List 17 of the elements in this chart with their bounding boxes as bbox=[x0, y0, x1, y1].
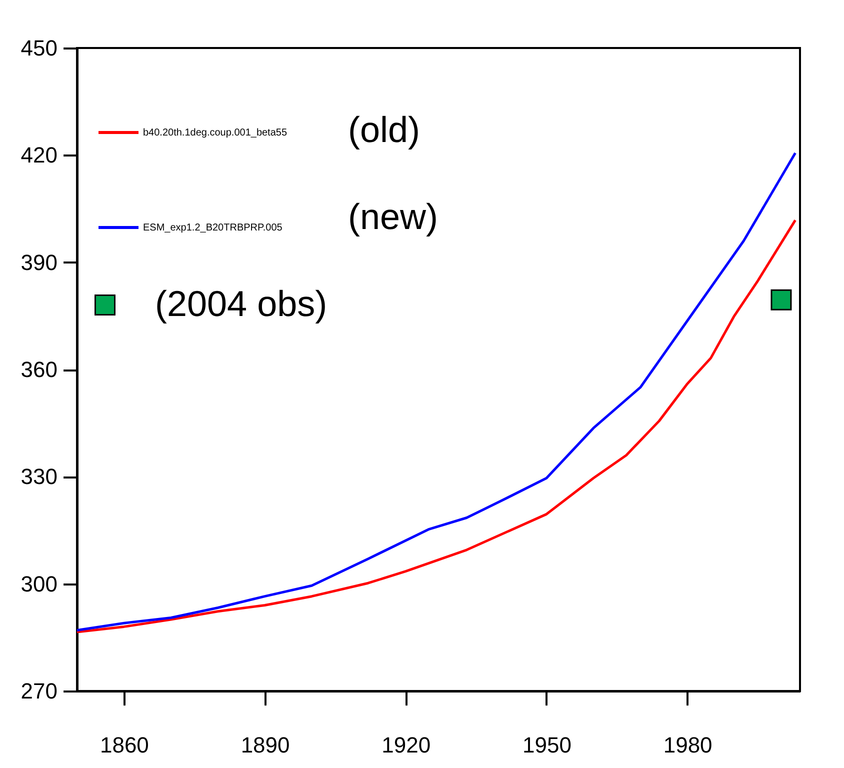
y-tick-label: 450 bbox=[20, 36, 58, 60]
x-tick-label: 1980 bbox=[663, 732, 712, 758]
legend-label: ESM_exp1.2_B20TRBPRP.005 bbox=[143, 222, 283, 234]
x-tick-label: 1890 bbox=[240, 732, 290, 758]
y-tick-label: 300 bbox=[20, 571, 58, 596]
legend-label: b40.20th.1deg.coup.001_beta55 bbox=[143, 128, 288, 138]
annotation: (old) bbox=[348, 109, 420, 150]
y-tick-label: 420 bbox=[20, 142, 58, 168]
y-tick-label: 330 bbox=[20, 464, 58, 490]
y-tick-label: 390 bbox=[20, 250, 58, 275]
x-tick-label: 1950 bbox=[522, 732, 572, 758]
x-tick-label: 1920 bbox=[382, 732, 431, 758]
x-tick-label: 1860 bbox=[100, 732, 149, 758]
y-tick-label: 360 bbox=[20, 357, 58, 382]
legend-label: (2004 obs) bbox=[155, 283, 328, 324]
annotation: (new) bbox=[348, 196, 438, 237]
y-tick-label: 270 bbox=[20, 678, 58, 704]
